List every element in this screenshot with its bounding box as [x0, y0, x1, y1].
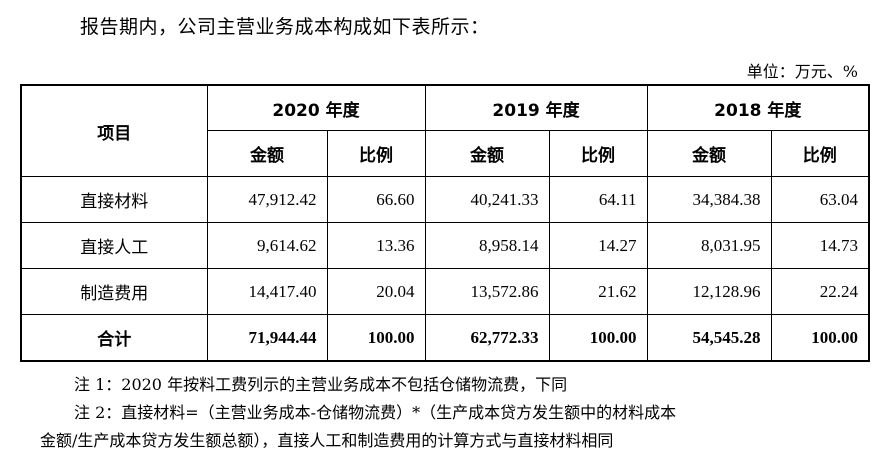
table-cell: 47,912.42: [206, 176, 328, 223]
total-cell: 100.00: [326, 314, 426, 362]
table-cell: 14.73: [770, 222, 870, 269]
table-cell: 22.24: [770, 268, 870, 315]
year-header-2018: 2018 年度: [646, 84, 870, 131]
table-cell: 21.62: [548, 268, 648, 315]
cost-composition-table: 项目 2020 年度 2019 年度 2018 年度 金额 比例 金额 比例 金…: [20, 84, 871, 362]
table-cell: 20.04: [326, 268, 426, 315]
total-cell: 100.00: [548, 314, 648, 362]
table-cell: 13.36: [326, 222, 426, 269]
footnote-1: 注 1：2020 年按料工费列示的主营业务成本不包括仓储物流费，下同: [74, 375, 568, 394]
row-label: 制造费用: [20, 268, 208, 315]
table-row: 直接人工 9,614.62 13.36 8,958.14 14.27 8,031…: [20, 222, 870, 269]
table-cell: 12,128.96: [646, 268, 772, 315]
row-label: 直接材料: [20, 176, 208, 223]
table-cell: 9,614.62: [206, 222, 328, 269]
table-cell: 13,572.86: [424, 268, 550, 315]
table-row: 直接材料 47,912.42 66.60 40,241.33 64.11 34,…: [20, 176, 870, 223]
total-cell: 71,944.44: [206, 314, 328, 362]
ratio-header: 比例: [770, 130, 870, 177]
footnotes: 注 1：2020 年按料工费列示的主营业务成本不包括仓储物流费，下同 注 2：直…: [40, 371, 870, 455]
table-cell: 8,031.95: [646, 222, 772, 269]
table-cell: 64.11: [548, 176, 648, 223]
total-row: 合计 71,944.44 100.00 62,772.33 100.00 54,…: [20, 314, 870, 362]
table-cell: 66.60: [326, 176, 426, 223]
sub-header-row: 金额 比例 金额 比例 金额 比例: [21, 130, 870, 177]
item-header: 项目: [20, 84, 208, 177]
table-row: 制造费用 14,417.40 20.04 13,572.86 21.62 12,…: [20, 268, 870, 315]
amount-header: 金额: [646, 130, 772, 177]
amount-header: 金额: [206, 130, 328, 177]
row-label: 直接人工: [20, 222, 208, 269]
footnote-2-line-1: 注 2：直接材料=（主营业务成本-仓储物流费）*（生产成本贷方发生额中的材料成本: [74, 403, 677, 422]
table-cell: 34,384.38: [646, 176, 772, 223]
unit-label: 单位：万元、%: [746, 62, 858, 81]
intro-text: 报告期内，公司主营业务成本构成如下表所示：: [80, 16, 490, 38]
year-header-2020: 2020 年度: [206, 84, 426, 131]
table-cell: 14.27: [548, 222, 648, 269]
table-cell: 8,958.14: [424, 222, 550, 269]
ratio-header: 比例: [548, 130, 648, 177]
total-label: 合计: [20, 314, 208, 362]
ratio-header: 比例: [326, 130, 426, 177]
table-cell: 40,241.33: [424, 176, 550, 223]
table-cell: 14,417.40: [206, 268, 328, 315]
total-cell: 62,772.33: [424, 314, 550, 362]
table-cell: 63.04: [770, 176, 870, 223]
year-header-2019: 2019 年度: [424, 84, 648, 131]
year-header-row: 项目 2020 年度 2019 年度 2018 年度: [20, 84, 870, 177]
footnote-2-line-2: 金额/生产成本贷方发生额总额），直接人工和制造费用的计算方式与直接材料相同: [40, 431, 614, 450]
total-cell: 100.00: [770, 314, 870, 362]
total-cell: 54,545.28: [646, 314, 772, 362]
amount-header: 金额: [424, 130, 550, 177]
